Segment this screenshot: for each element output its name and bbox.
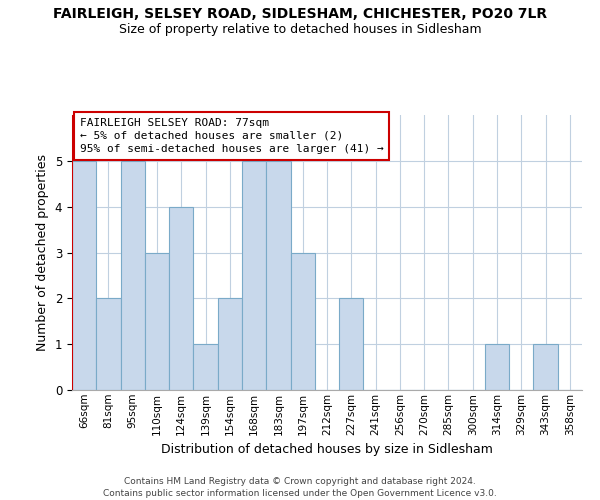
Bar — [218, 298, 242, 390]
Y-axis label: Number of detached properties: Number of detached properties — [36, 154, 49, 351]
Bar — [96, 298, 121, 390]
Bar — [193, 344, 218, 390]
Bar — [169, 206, 193, 390]
Bar — [72, 161, 96, 390]
Text: Size of property relative to detached houses in Sidlesham: Size of property relative to detached ho… — [119, 22, 481, 36]
Bar — [242, 161, 266, 390]
Text: FAIRLEIGH SELSEY ROAD: 77sqm
← 5% of detached houses are smaller (2)
95% of semi: FAIRLEIGH SELSEY ROAD: 77sqm ← 5% of det… — [80, 118, 383, 154]
Bar — [485, 344, 509, 390]
Text: Contains HM Land Registry data © Crown copyright and database right 2024.: Contains HM Land Registry data © Crown c… — [124, 478, 476, 486]
Text: FAIRLEIGH, SELSEY ROAD, SIDLESHAM, CHICHESTER, PO20 7LR: FAIRLEIGH, SELSEY ROAD, SIDLESHAM, CHICH… — [53, 8, 547, 22]
Bar — [145, 252, 169, 390]
Bar — [121, 161, 145, 390]
Bar — [266, 161, 290, 390]
Bar — [339, 298, 364, 390]
Bar — [290, 252, 315, 390]
Text: Contains public sector information licensed under the Open Government Licence v3: Contains public sector information licen… — [103, 489, 497, 498]
X-axis label: Distribution of detached houses by size in Sidlesham: Distribution of detached houses by size … — [161, 443, 493, 456]
Bar — [533, 344, 558, 390]
